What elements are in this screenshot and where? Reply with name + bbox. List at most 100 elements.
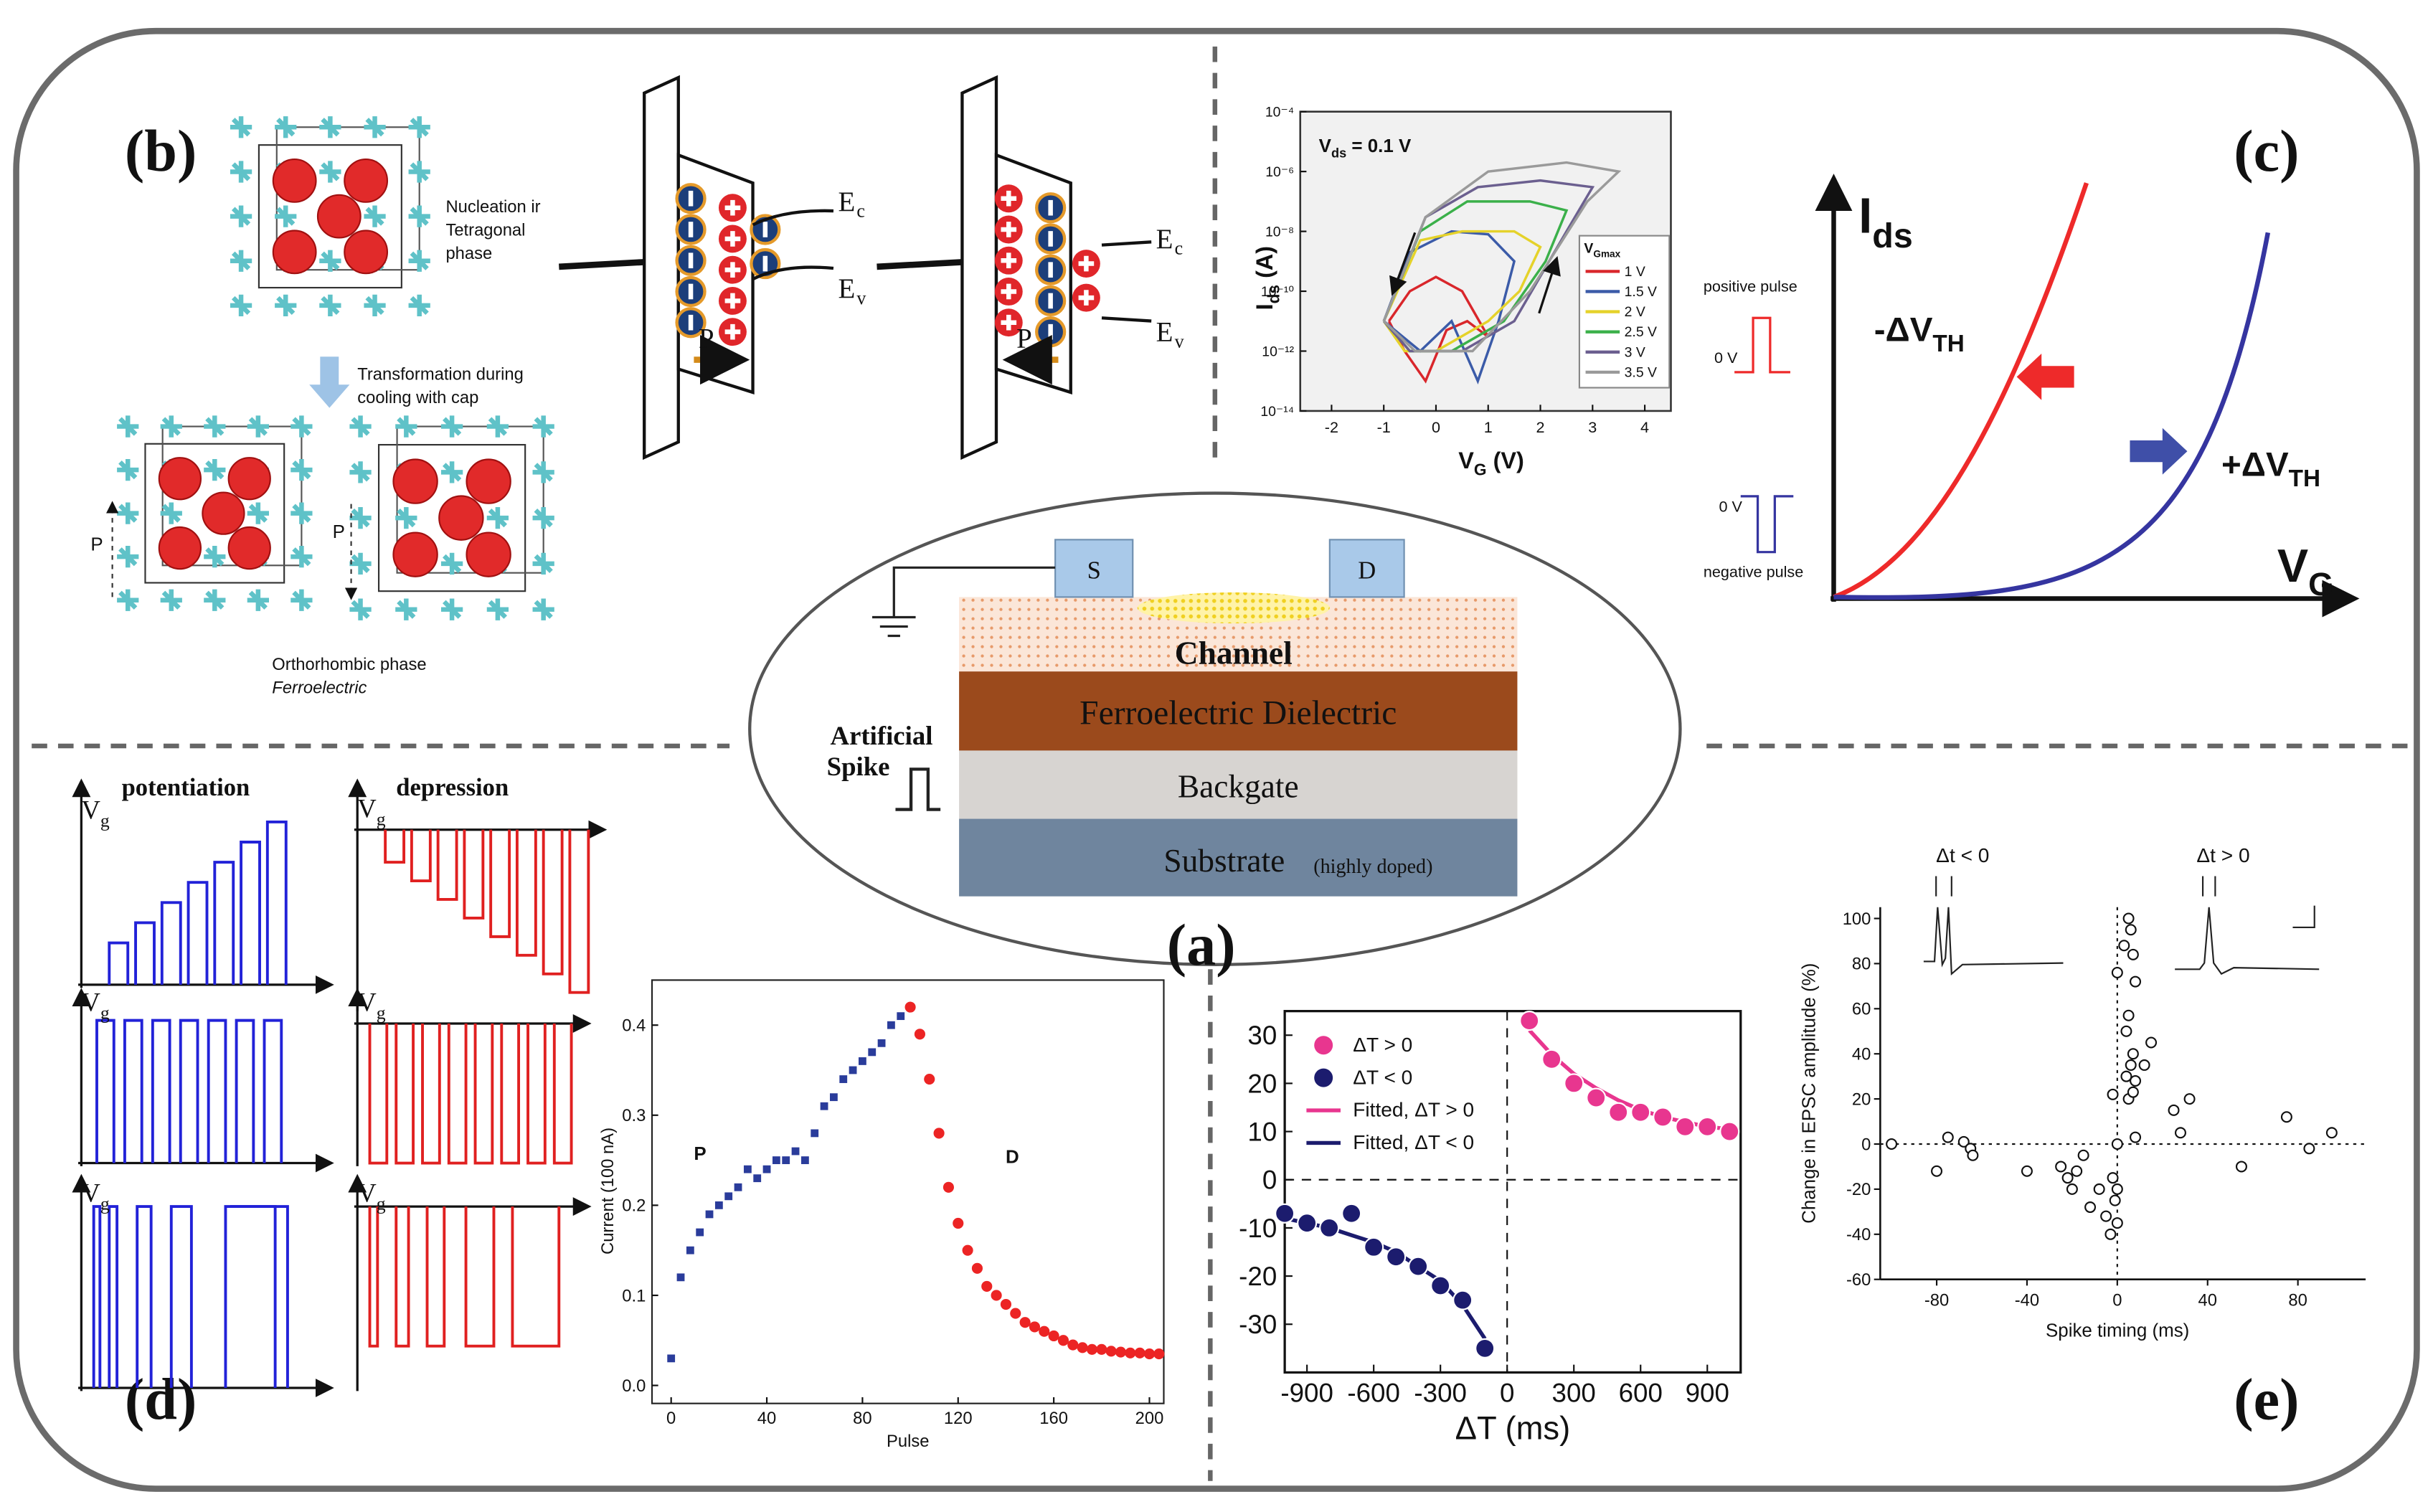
y-tick-label: 0.2: [622, 1196, 646, 1216]
bond: [319, 294, 341, 317]
label-main: V: [357, 1178, 377, 1208]
label-sub: Gmax: [1593, 248, 1620, 259]
schematic-pulse: [123, 1019, 143, 1163]
schematic-pulse: [489, 829, 511, 938]
x-tick-label: 900: [1686, 1378, 1729, 1407]
point: [772, 1156, 780, 1164]
point: [1931, 1165, 1943, 1177]
y-tick-label: 10⁻⁶: [1265, 164, 1294, 180]
label: Vg: [81, 1178, 110, 1214]
point: [849, 1066, 857, 1074]
atom: [438, 495, 484, 541]
atom: [316, 194, 362, 239]
legend-label: 3 V: [1625, 344, 1645, 360]
y-tick-label: 10⁻¹⁰: [1261, 284, 1294, 300]
bond: [290, 502, 313, 524]
pos-sign: [1001, 252, 1017, 269]
inset-trace: [2175, 907, 2320, 975]
channel-region: [1137, 592, 1330, 624]
dividers: [32, 46, 2408, 1481]
band-ev: [752, 265, 834, 281]
bond: [230, 294, 252, 317]
point: [1341, 1203, 1362, 1224]
atom: [392, 458, 438, 504]
pos-pulse: [1734, 316, 1790, 374]
bond: [319, 116, 341, 138]
x-tick-label: -80: [1924, 1290, 1949, 1310]
label: Ferroelectric: [272, 678, 367, 697]
x-tick-label: 40: [757, 1409, 776, 1428]
label-sub: ds: [1872, 217, 1913, 255]
bond: [486, 415, 509, 438]
label-sub: g: [377, 1003, 386, 1024]
bond: [408, 294, 430, 317]
point: [924, 1073, 935, 1085]
bond: [408, 161, 430, 183]
scale-bar: [2292, 905, 2315, 928]
y-tick-label: 100: [1843, 909, 1871, 929]
label: c: [1175, 238, 1184, 259]
label: v: [856, 288, 866, 308]
x-tick-label: 80: [2288, 1290, 2307, 1310]
bond: [395, 415, 417, 438]
label: Spike: [827, 752, 890, 781]
schematic-pulse: [464, 1206, 496, 1348]
crystal: [230, 116, 430, 317]
point: [800, 1156, 809, 1164]
point: [753, 1174, 762, 1183]
label-main: I: [1252, 303, 1277, 310]
label: (highly doped): [1313, 856, 1432, 878]
cell: [161, 425, 303, 567]
bond: [440, 598, 463, 620]
point: [2111, 966, 2123, 978]
neg-sign: [688, 252, 694, 269]
y-tick-label: -10: [1239, 1214, 1277, 1243]
x-tick-label: 4: [1640, 418, 1649, 436]
x-tick-label: -2: [1325, 418, 1338, 436]
point: [2325, 1127, 2338, 1139]
legend-label: Fitted, ΔT > 0: [1353, 1099, 1474, 1121]
bond: [532, 552, 554, 575]
point: [839, 1075, 848, 1083]
y-tick-label: 10⁻⁴: [1265, 104, 1294, 120]
legend-label: ΔT < 0: [1353, 1066, 1412, 1088]
point: [1039, 1326, 1050, 1337]
inset-trace: [1923, 907, 2064, 976]
point: [2183, 1093, 2196, 1105]
schematic-pulse: [108, 941, 130, 985]
point: [2107, 1088, 2119, 1100]
y-tick-label: -20: [1846, 1180, 1871, 1199]
label: P: [90, 535, 103, 555]
schematic-pulse: [265, 820, 288, 985]
bond: [408, 205, 430, 227]
x-tick-label: 80: [853, 1409, 871, 1428]
schematic-pulse: [447, 1023, 468, 1165]
label: potentiation: [122, 774, 250, 801]
shift-right-arrow: [2130, 427, 2188, 475]
y-tick-label: 80: [1852, 955, 1871, 974]
point: [2084, 1201, 2097, 1214]
point: [2130, 1131, 2142, 1143]
schematic-pulse: [186, 881, 209, 985]
schematic-pulse: [421, 1023, 441, 1165]
schematic-pulse: [463, 829, 485, 920]
point: [2174, 1127, 2186, 1139]
label: Current (100 nA): [598, 1128, 618, 1255]
label: 0 V: [1719, 497, 1743, 515]
label: E: [838, 273, 855, 304]
data-line: [1382, 161, 1622, 353]
neg-sign: [688, 283, 694, 300]
point: [1586, 1087, 1607, 1108]
cell: [258, 144, 402, 289]
band-ev: [1101, 316, 1152, 323]
legend-label: 2 V: [1625, 304, 1645, 320]
label: D: [1006, 1148, 1019, 1168]
bond: [440, 552, 463, 575]
x-tick-label: -1: [1377, 418, 1391, 436]
label: Channel: [1175, 635, 1293, 671]
schematic-pulse: [500, 1023, 521, 1165]
x-tick-label: -300: [1414, 1378, 1467, 1407]
label: -ΔVTH: [1874, 311, 1965, 357]
atom: [392, 531, 438, 577]
point: [1408, 1256, 1429, 1277]
